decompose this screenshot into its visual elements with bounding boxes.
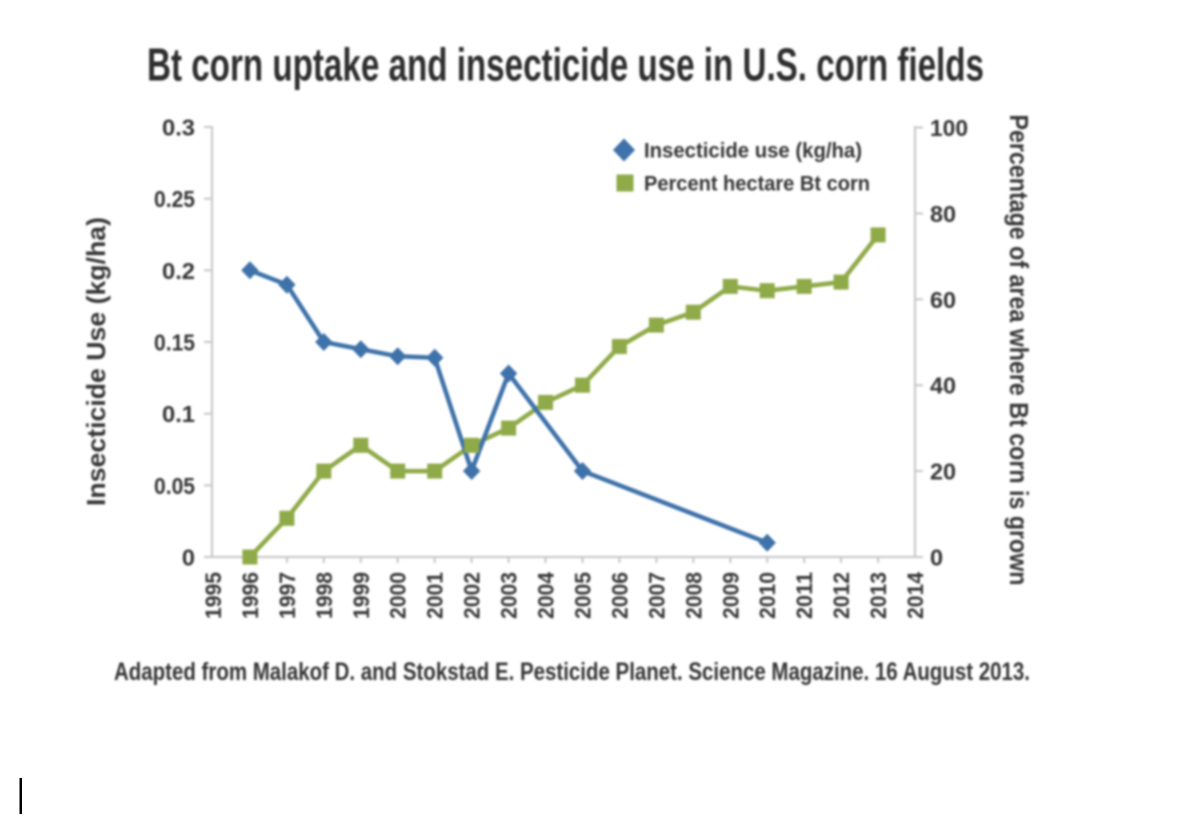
svg-text:80: 80 bbox=[930, 201, 956, 227]
svg-text:Bt corn uptake and insecticide: Bt corn uptake and insecticide use in U.… bbox=[147, 39, 984, 91]
svg-text:2010: 2010 bbox=[755, 572, 780, 619]
svg-text:Percentage of area where Bt co: Percentage of area where Bt corn is grow… bbox=[1004, 115, 1034, 586]
svg-text:0: 0 bbox=[930, 545, 943, 571]
svg-text:0.1: 0.1 bbox=[162, 401, 195, 427]
svg-text:2013: 2013 bbox=[866, 572, 891, 619]
svg-text:0.05: 0.05 bbox=[154, 473, 195, 499]
svg-text:1997: 1997 bbox=[275, 572, 300, 619]
svg-text:2009: 2009 bbox=[718, 572, 743, 619]
svg-text:2002: 2002 bbox=[460, 572, 485, 619]
svg-text:2008: 2008 bbox=[681, 572, 706, 619]
svg-text:2001: 2001 bbox=[423, 572, 448, 619]
svg-text:0.25: 0.25 bbox=[154, 186, 195, 212]
svg-text:1995: 1995 bbox=[201, 572, 226, 619]
svg-text:2014: 2014 bbox=[903, 571, 928, 619]
svg-text:2005: 2005 bbox=[571, 572, 596, 619]
svg-text:0.2: 0.2 bbox=[162, 258, 195, 284]
svg-text:Percent hectare Bt corn: Percent hectare Bt corn bbox=[644, 172, 870, 196]
svg-text:1996: 1996 bbox=[238, 572, 263, 619]
svg-text:1999: 1999 bbox=[349, 572, 374, 619]
svg-text:0: 0 bbox=[182, 545, 195, 571]
svg-text:Adapted from Malakof D. and St: Adapted from Malakof D. and Stokstad E. … bbox=[114, 658, 1030, 686]
svg-text:100: 100 bbox=[930, 115, 968, 141]
svg-text:2007: 2007 bbox=[644, 572, 669, 619]
svg-text:Insecticide use (kg/ha): Insecticide use (kg/ha) bbox=[644, 139, 862, 163]
svg-text:2006: 2006 bbox=[607, 572, 632, 619]
svg-text:2000: 2000 bbox=[386, 572, 411, 619]
svg-text:0.3: 0.3 bbox=[162, 115, 195, 141]
svg-text:0.15: 0.15 bbox=[154, 330, 195, 356]
svg-text:20: 20 bbox=[930, 459, 956, 485]
svg-text:40: 40 bbox=[930, 373, 956, 399]
svg-text:1998: 1998 bbox=[312, 572, 337, 619]
svg-text:60: 60 bbox=[930, 287, 956, 313]
svg-text:2011: 2011 bbox=[792, 572, 817, 619]
svg-text:2003: 2003 bbox=[497, 572, 522, 619]
svg-text:Insecticide Use (kg/ha): Insecticide Use (kg/ha) bbox=[81, 217, 111, 506]
svg-text:2012: 2012 bbox=[829, 572, 854, 619]
svg-text:2004: 2004 bbox=[534, 571, 559, 619]
